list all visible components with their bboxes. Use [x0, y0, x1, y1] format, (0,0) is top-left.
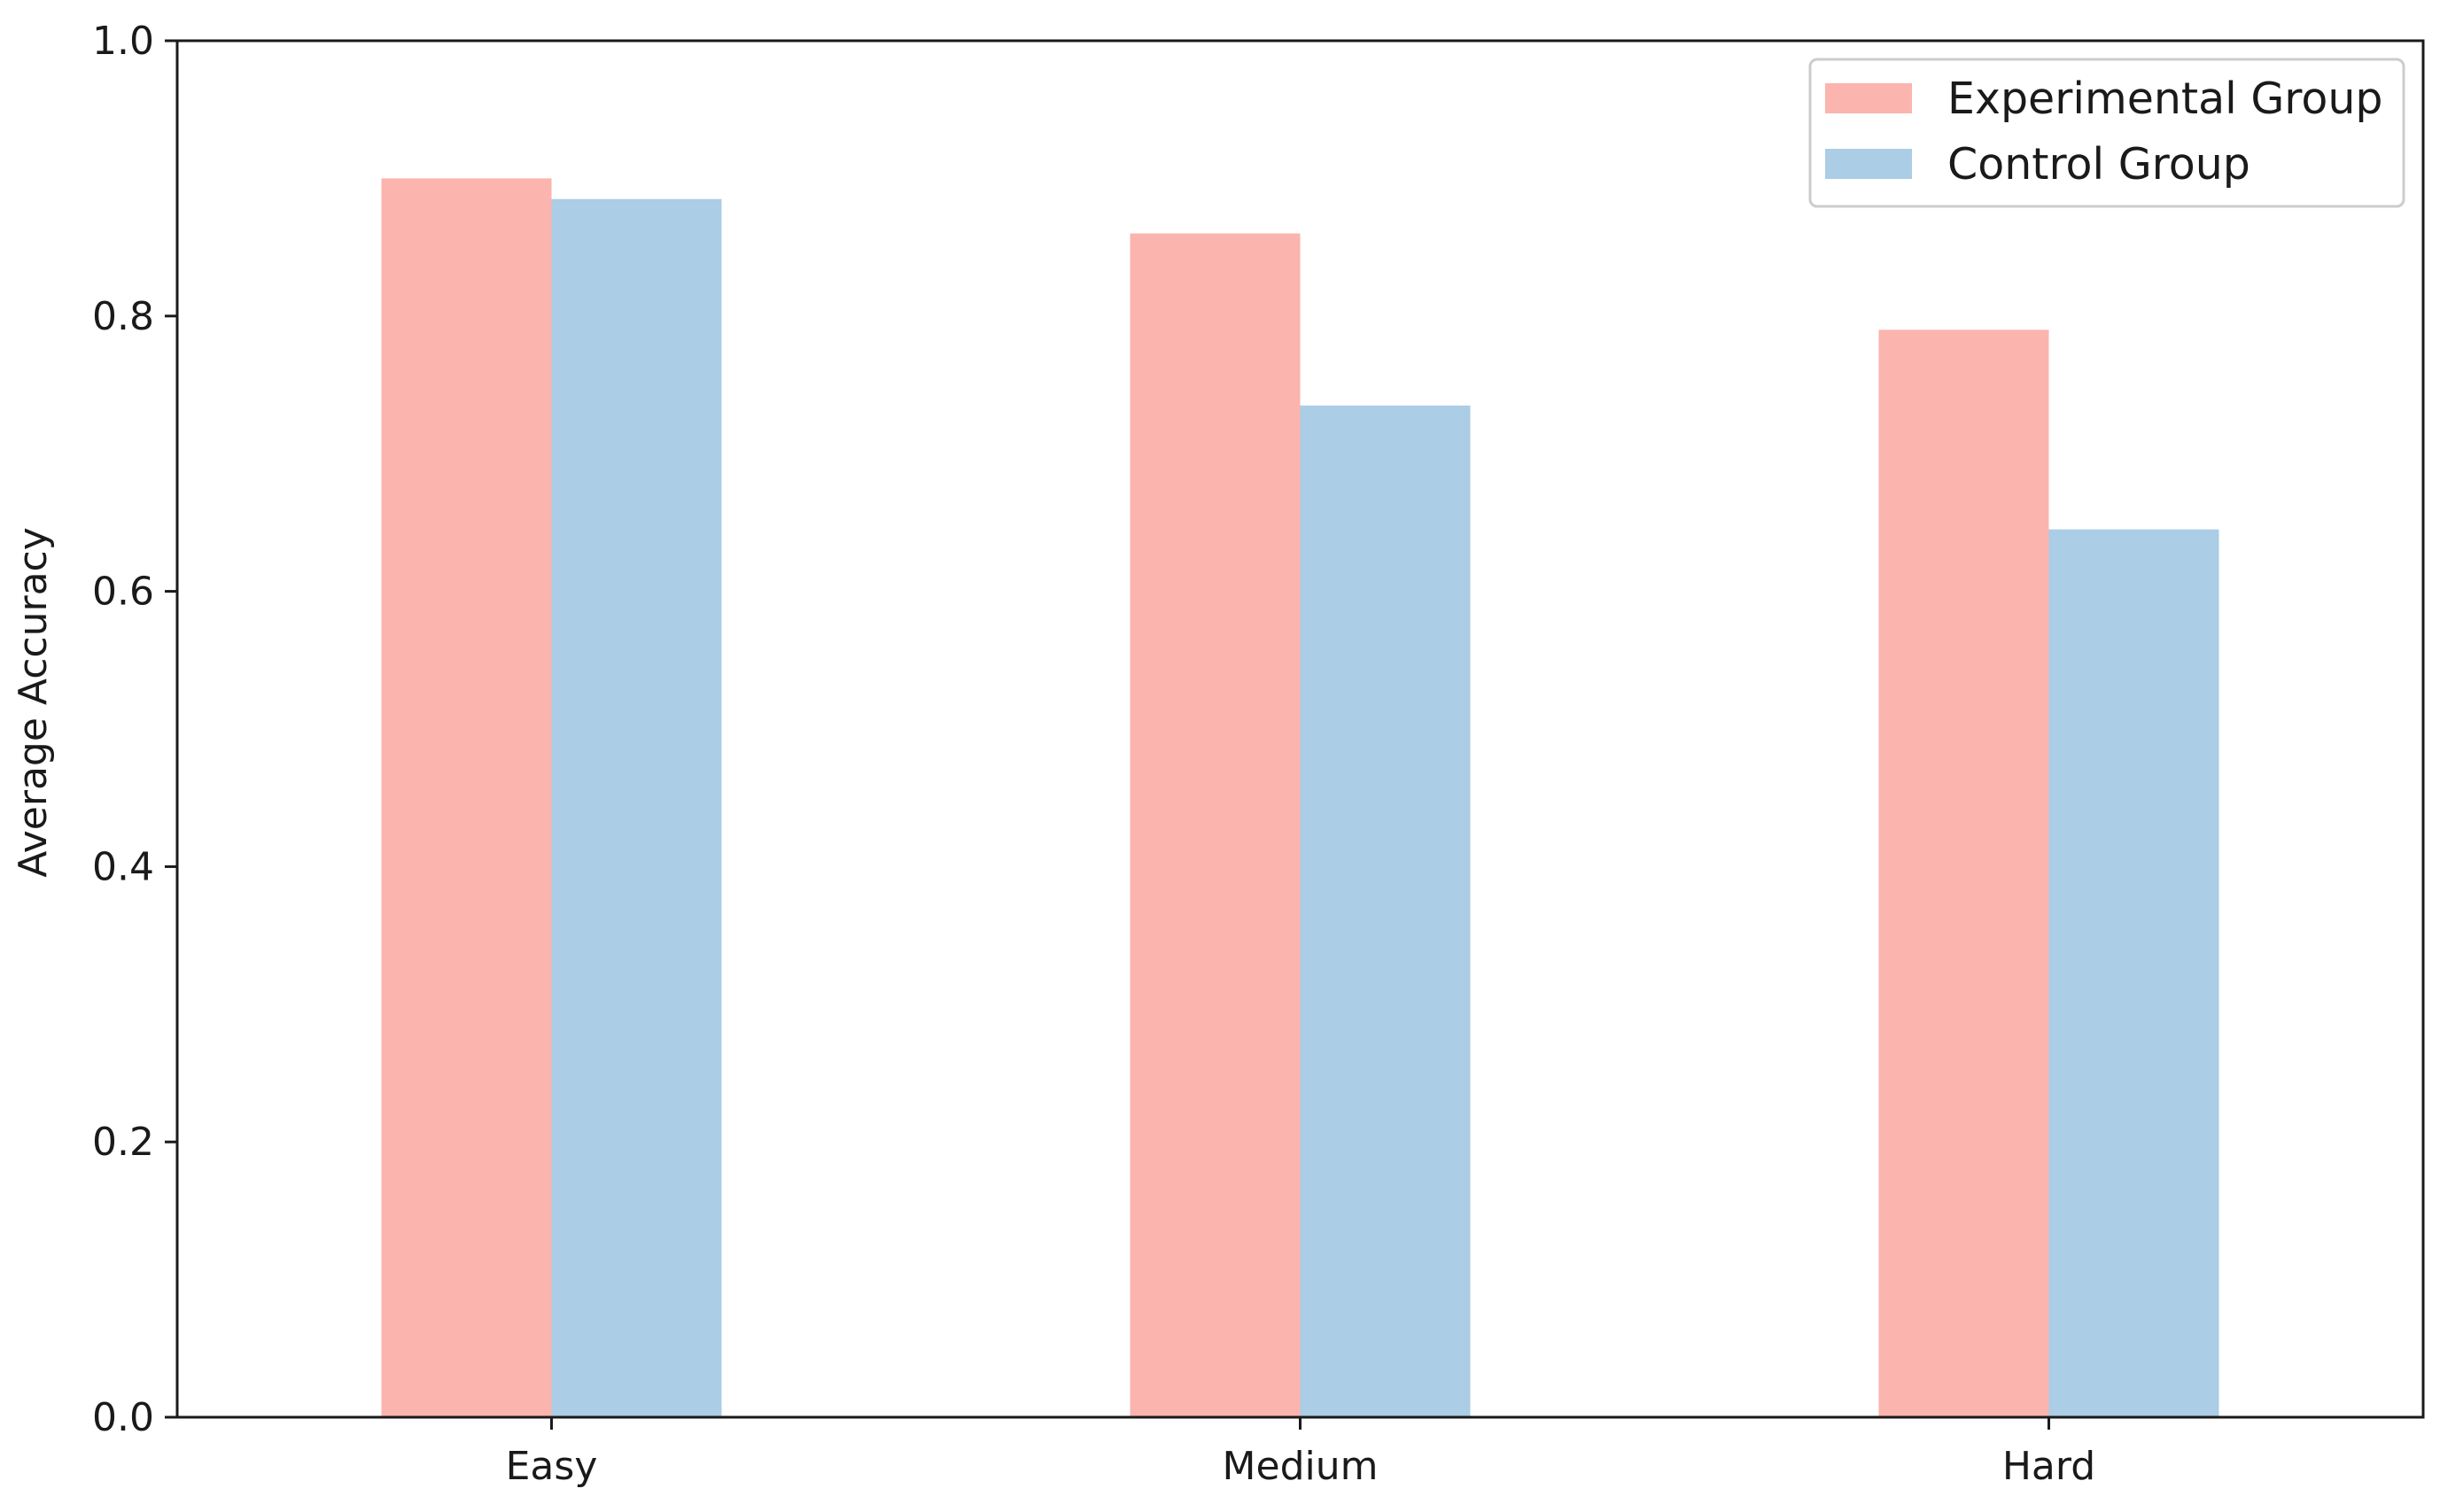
legend-label-control-group: Control Group	[1947, 139, 2250, 190]
bar-experimental-group-medium	[1130, 233, 1301, 1417]
legend: Experimental Group Control Group	[1808, 58, 2405, 208]
y-tick-label: 0.0	[92, 1395, 154, 1440]
x-tick-label: Easy	[506, 1444, 598, 1489]
legend-label-experimental-group: Experimental Group	[1947, 74, 2383, 124]
y-tick-label: 0.4	[92, 844, 154, 889]
legend-swatch-experimental-group	[1825, 83, 1912, 113]
x-tick-label: Hard	[2002, 1444, 2095, 1489]
y-tick-label: 0.2	[92, 1120, 154, 1165]
y-axis-title: Average Accuracy	[11, 527, 56, 878]
bar-experimental-group-hard	[1878, 330, 2049, 1418]
bars-layer	[381, 178, 2219, 1418]
bar-experimental-group-easy	[381, 178, 552, 1417]
bar-control-group-easy	[551, 198, 722, 1418]
bar-control-group-medium	[1300, 405, 1471, 1417]
x-tick-label: Medium	[1223, 1444, 1379, 1489]
y-tick-label: 0.6	[92, 570, 154, 615]
legend-swatch-control-group	[1825, 149, 1912, 179]
axes-layer: 0.0 0.2 0.4 0.6 0.8 1.0 Easy Medium Hard Average …	[11, 19, 2425, 1489]
y-tick-label: 0.8	[92, 294, 154, 339]
legend-box	[1808, 58, 2405, 208]
y-tick-label: 1.0	[92, 19, 154, 64]
bar-control-group-hard	[2048, 529, 2219, 1417]
